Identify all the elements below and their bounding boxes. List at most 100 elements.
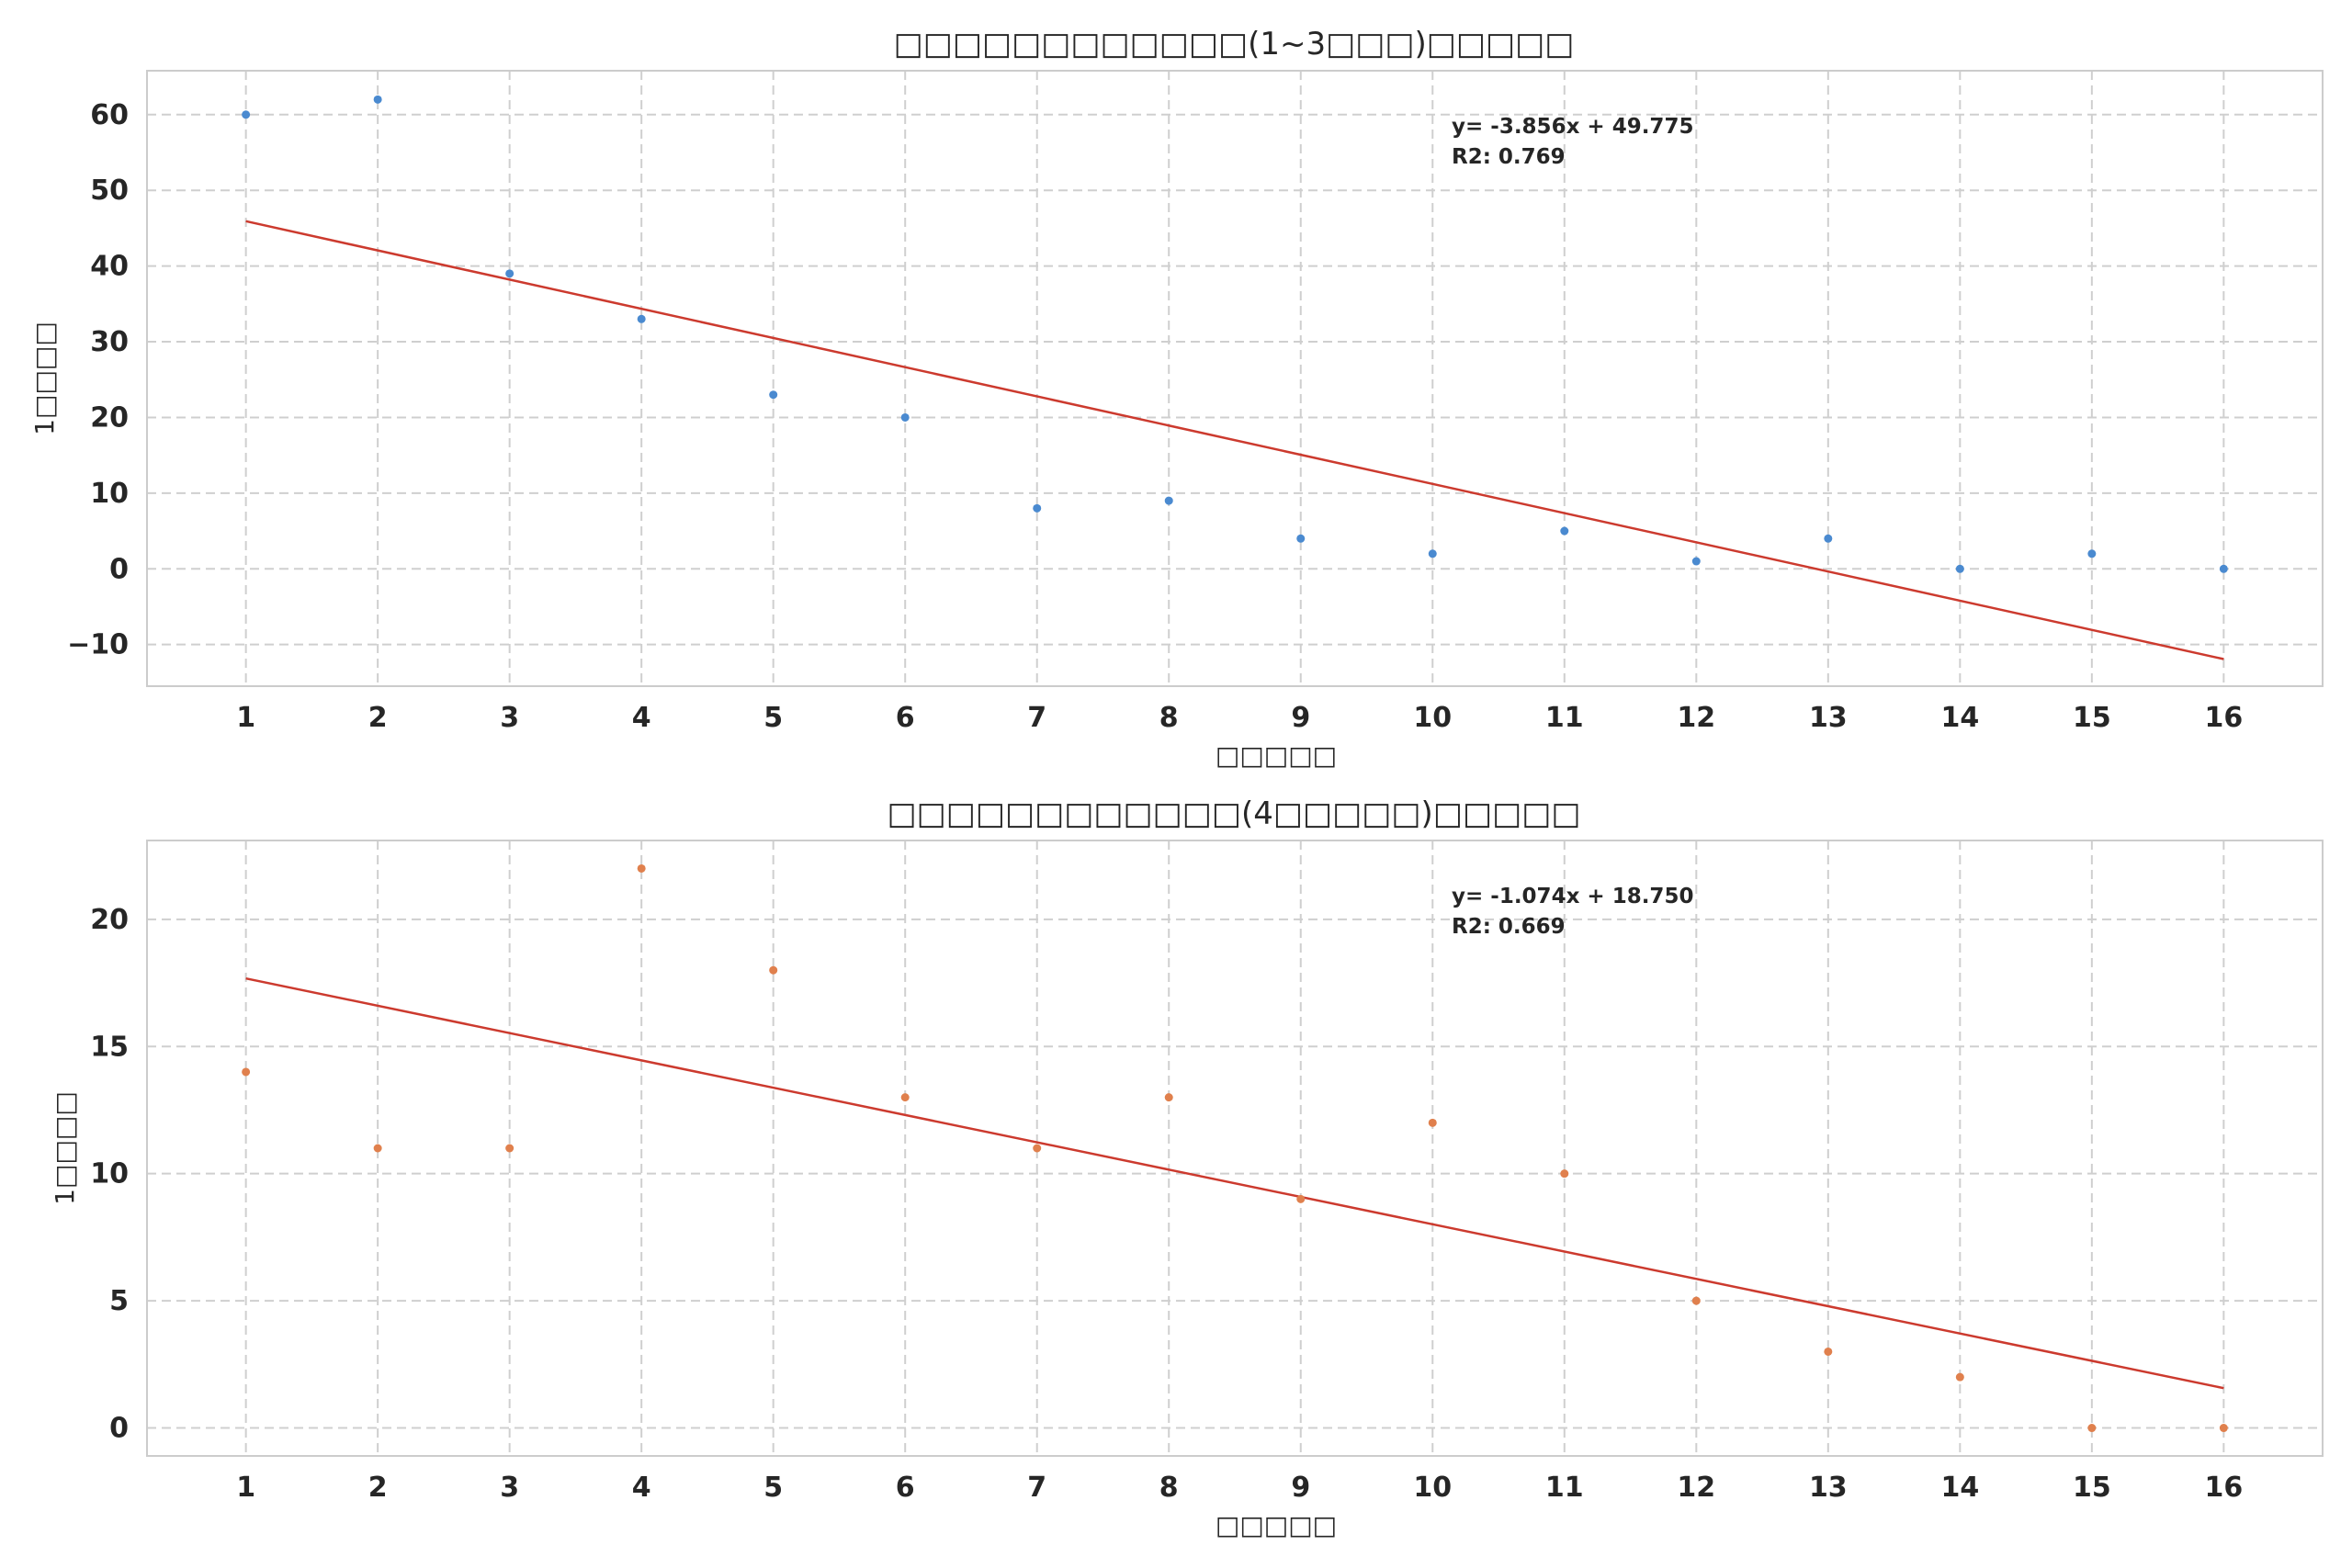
data-point — [1955, 564, 1964, 573]
x-tick-label: 13 — [1809, 1472, 1848, 1504]
y-tick-label: 0 — [109, 1413, 129, 1445]
data-point — [1691, 557, 1701, 566]
y-tick-label: 20 — [90, 904, 129, 936]
data-point — [769, 965, 778, 975]
data-point — [1955, 1372, 1964, 1382]
x-tick-label: 10 — [1413, 1472, 1452, 1504]
data-point — [900, 1093, 910, 1102]
y-tick-label: 15 — [90, 1031, 129, 1063]
data-point — [637, 863, 646, 873]
data-point — [505, 269, 514, 278]
data-point — [1296, 1194, 1306, 1203]
x-tick-label: 2 — [368, 702, 388, 734]
chart-title: □□□□□□□□□□□□(1~3□□□)□□□□□ — [894, 26, 1575, 62]
x-tick-label: 3 — [500, 702, 519, 734]
x-tick-label: 10 — [1413, 702, 1452, 734]
y-axis-label: 1□□□□ — [29, 321, 60, 435]
x-tick-label: 2 — [368, 1472, 388, 1504]
y-tick-label: 5 — [109, 1285, 129, 1317]
data-point — [2219, 564, 2228, 573]
y-ticks: −10 0 10 20 30 40 50 60 — [67, 99, 129, 661]
x-tick-label: 9 — [1291, 702, 1310, 734]
y-tick-label: −10 — [67, 629, 129, 661]
data-point — [1560, 1169, 1569, 1179]
data-point — [1560, 526, 1569, 536]
data-point — [373, 95, 382, 104]
x-tick-label: 15 — [2073, 702, 2111, 734]
data-point — [1164, 1093, 1173, 1102]
x-tick-label: 14 — [1940, 1472, 1979, 1504]
data-point — [637, 314, 646, 323]
data-point — [373, 1144, 382, 1153]
y-tick-label: 60 — [90, 99, 129, 131]
data-point — [1428, 549, 1437, 558]
data-point — [1824, 1347, 1833, 1356]
x-ticks: 1 2 3 4 5 6 7 8 9 10 11 12 13 14 15 16 — [236, 1472, 2243, 1504]
y-tick-label: 30 — [90, 326, 129, 358]
data-point — [900, 412, 910, 422]
x-tick-label: 13 — [1809, 702, 1848, 734]
data-point — [1033, 1144, 1042, 1153]
x-tick-label: 8 — [1159, 1472, 1179, 1504]
data-point — [2219, 1424, 2228, 1433]
y-tick-label: 20 — [90, 401, 129, 434]
plot-marks — [242, 863, 2228, 1433]
r-squared-label: R2: 0.669 — [1452, 915, 1566, 939]
data-point — [1824, 534, 1833, 543]
data-point — [1033, 503, 1042, 513]
data-point — [1164, 496, 1173, 505]
plot-marks — [242, 95, 2228, 660]
data-point — [1296, 534, 1306, 543]
x-axis-label: □□□□□ — [1216, 740, 1337, 771]
y-tick-label: 50 — [90, 175, 129, 207]
data-point — [1691, 1296, 1701, 1305]
y-tick-label: 10 — [90, 478, 129, 510]
plot-frame — [146, 840, 2324, 1457]
x-tick-label: 11 — [1545, 1472, 1584, 1504]
regression-line — [245, 976, 2224, 1390]
x-tick-label: 9 — [1291, 1472, 1310, 1504]
x-tick-label: 1 — [236, 1472, 255, 1504]
x-tick-label: 3 — [500, 1472, 519, 1504]
y-tick-label: 40 — [90, 251, 129, 283]
chart-top: □□□□□□□□□□□□(1~3□□□)□□□□□ 1 2 3 4 5 6 7 8 9 10 11 1… — [29, 26, 2324, 771]
grid — [147, 840, 2323, 1456]
y-tick-label: 0 — [109, 553, 129, 585]
chart-bottom: □□□□□□□□□□□□(4□□□□□)□□□□□ 1 2 3 4 5 6 7 8 9 10 11 1… — [50, 795, 2324, 1540]
x-tick-label: 7 — [1027, 702, 1046, 734]
x-tick-label: 6 — [896, 1472, 915, 1504]
data-point — [1428, 1118, 1437, 1127]
x-tick-label: 4 — [632, 702, 651, 734]
data-point — [242, 1067, 251, 1077]
x-tick-label: 15 — [2073, 1472, 2111, 1504]
y-ticks: 0 5 10 15 20 — [90, 904, 129, 1445]
x-tick-label: 16 — [2204, 702, 2243, 734]
data-point — [242, 110, 251, 119]
data-point — [2087, 1424, 2097, 1433]
x-tick-label: 6 — [896, 702, 915, 734]
chart-title: □□□□□□□□□□□□(4□□□□□)□□□□□ — [888, 795, 1581, 832]
regression-line — [245, 220, 2224, 660]
x-axis-label: □□□□□ — [1216, 1510, 1337, 1540]
x-tick-label: 11 — [1545, 702, 1584, 734]
x-tick-label: 16 — [2204, 1472, 2243, 1504]
x-tick-label: 4 — [632, 1472, 651, 1504]
x-tick-label: 12 — [1677, 702, 1715, 734]
grid — [147, 71, 2323, 686]
x-tick-label: 8 — [1159, 702, 1179, 734]
plot-frame — [146, 70, 2324, 687]
regression-equation: y= -1.074x + 18.750 — [1452, 885, 1693, 908]
x-tick-label: 1 — [236, 702, 255, 734]
data-point — [505, 1144, 514, 1153]
x-tick-label: 14 — [1940, 702, 1979, 734]
y-tick-label: 10 — [90, 1158, 129, 1190]
x-tick-label: 5 — [763, 702, 783, 734]
x-tick-label: 7 — [1027, 1472, 1046, 1504]
x-tick-label: 5 — [763, 1472, 783, 1504]
data-point — [769, 390, 778, 400]
r-squared-label: R2: 0.769 — [1452, 145, 1566, 169]
data-point — [2087, 549, 2097, 558]
y-axis-label: 1□□□□ — [50, 1091, 80, 1205]
regression-equation: y= -3.856x + 49.775 — [1452, 115, 1693, 139]
